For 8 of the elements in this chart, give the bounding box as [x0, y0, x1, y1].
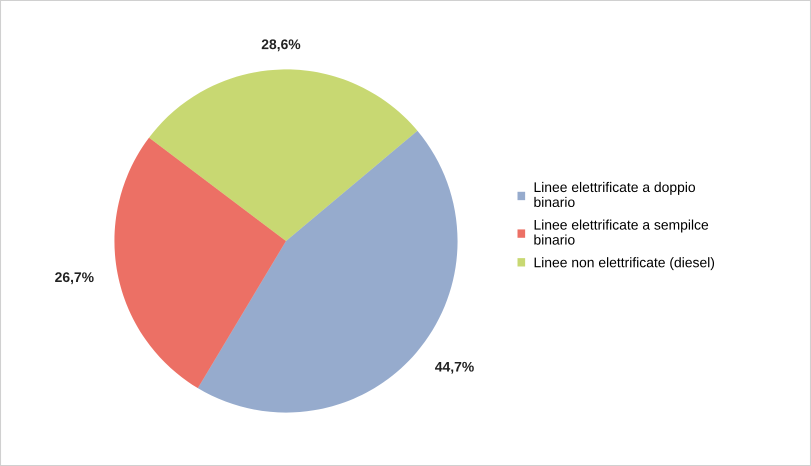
- legend-label: Linee elettrificate a doppio binario: [534, 182, 696, 208]
- legend-label: Linee elettrificate a sempilce binario: [534, 220, 708, 245]
- pie-slice: [149, 69, 418, 241]
- pie-slice: [114, 138, 286, 388]
- data-label: 28,6%: [262, 39, 300, 52]
- data-label: 44,7%: [435, 362, 474, 374]
- legend-label: Linee non elettrificate (diesel): [534, 257, 714, 270]
- data-label: 26,7%: [55, 272, 94, 284]
